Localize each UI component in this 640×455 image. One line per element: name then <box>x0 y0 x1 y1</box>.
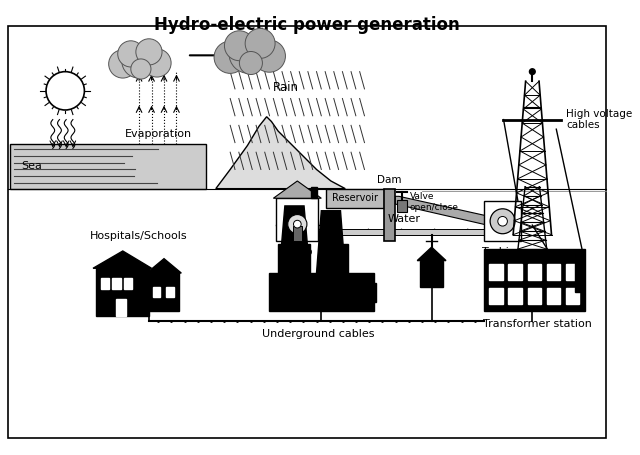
Bar <box>342 244 348 273</box>
Bar <box>547 264 560 280</box>
Bar <box>100 278 109 289</box>
Text: Turbine: Turbine <box>482 247 523 257</box>
Bar <box>527 264 541 280</box>
Circle shape <box>118 41 144 67</box>
Polygon shape <box>279 206 310 273</box>
Bar <box>10 144 206 189</box>
Circle shape <box>529 69 535 75</box>
Circle shape <box>143 49 171 77</box>
Bar <box>96 268 148 316</box>
Circle shape <box>136 39 162 65</box>
Text: Pump: Pump <box>282 247 313 257</box>
Bar <box>148 273 179 311</box>
Text: Sea: Sea <box>21 161 42 171</box>
Circle shape <box>498 217 508 226</box>
Polygon shape <box>216 117 346 189</box>
Bar <box>292 226 302 242</box>
Circle shape <box>245 29 275 58</box>
Bar <box>269 273 374 311</box>
Circle shape <box>46 71 84 110</box>
Text: Dam: Dam <box>377 175 402 185</box>
Circle shape <box>109 50 137 78</box>
Bar <box>166 288 173 297</box>
Bar <box>484 201 521 242</box>
Polygon shape <box>395 196 494 225</box>
Bar <box>326 189 383 208</box>
Text: Underground cables: Underground cables <box>262 329 374 339</box>
FancyBboxPatch shape <box>8 25 606 438</box>
Circle shape <box>253 40 285 72</box>
Circle shape <box>229 34 268 73</box>
Bar <box>112 278 121 289</box>
Bar <box>364 283 376 302</box>
Polygon shape <box>317 211 346 273</box>
Circle shape <box>131 59 151 79</box>
Circle shape <box>490 209 515 234</box>
Text: High voltage
cables: High voltage cables <box>566 109 632 131</box>
Bar <box>489 264 502 280</box>
Circle shape <box>294 220 301 228</box>
Circle shape <box>214 41 246 73</box>
Bar <box>319 229 489 235</box>
Bar <box>383 189 395 242</box>
Text: Hospitals/Schools: Hospitals/Schools <box>90 232 188 242</box>
Bar <box>116 299 125 316</box>
Bar <box>566 288 579 304</box>
Text: Transformer station: Transformer station <box>483 319 591 329</box>
Text: Water: Water <box>387 214 420 224</box>
Bar <box>124 278 132 289</box>
Bar <box>508 264 522 280</box>
Polygon shape <box>147 259 181 273</box>
Text: Valve
open/close: Valve open/close <box>410 192 458 212</box>
Bar <box>397 200 406 212</box>
Bar <box>304 244 310 273</box>
Circle shape <box>239 51 262 75</box>
Bar <box>527 288 541 304</box>
Circle shape <box>288 215 307 234</box>
Text: Hydro-electric power generation: Hydro-electric power generation <box>154 16 460 34</box>
Text: Evaporation: Evaporation <box>125 129 192 139</box>
Text: Reservoir: Reservoir <box>332 193 378 203</box>
Bar <box>575 254 583 292</box>
Bar <box>489 288 502 304</box>
Bar <box>566 264 579 280</box>
Polygon shape <box>417 247 446 261</box>
Bar <box>311 187 317 198</box>
Bar <box>508 288 522 304</box>
Text: Rain: Rain <box>273 81 300 94</box>
Bar <box>420 261 443 288</box>
Bar <box>484 249 585 311</box>
Polygon shape <box>93 251 152 268</box>
Bar <box>276 198 319 242</box>
Circle shape <box>225 31 254 61</box>
Polygon shape <box>273 181 321 198</box>
Circle shape <box>122 44 156 78</box>
Bar <box>278 244 284 273</box>
Bar <box>547 288 560 304</box>
Bar <box>152 288 160 297</box>
